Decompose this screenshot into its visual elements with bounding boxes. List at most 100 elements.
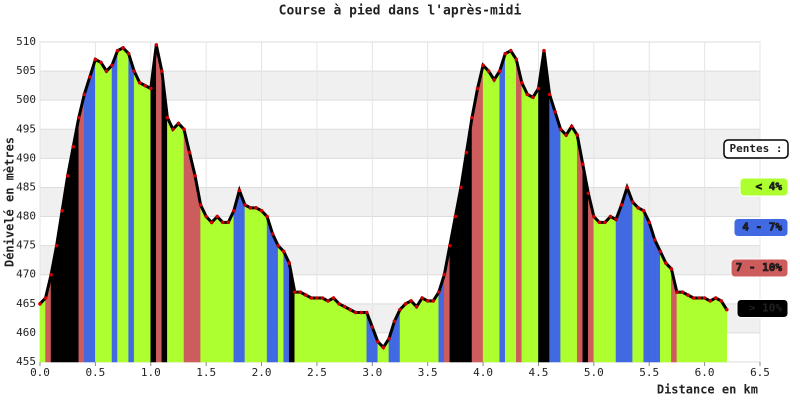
slope-segment	[183, 129, 190, 363]
profile-point	[719, 299, 724, 303]
slope-segment	[39, 297, 46, 363]
slope-segment	[621, 187, 628, 363]
slope-segment	[311, 297, 318, 363]
slope-segment	[222, 222, 229, 363]
slope-segment	[482, 64, 489, 363]
profile-point	[182, 127, 186, 132]
profile-point	[160, 69, 164, 73]
profile-point	[82, 92, 87, 97]
slope-segment	[200, 204, 207, 363]
profile-point	[226, 220, 231, 225]
profile-point	[586, 191, 591, 196]
x-tick-label: 6.0	[695, 366, 715, 379]
profile-point	[486, 69, 491, 73]
slope-segment	[571, 125, 578, 363]
x-tick-label: 1.0	[141, 366, 161, 379]
slope-segment	[427, 300, 434, 363]
profile-point	[381, 345, 386, 350]
slope-segment	[128, 53, 135, 363]
x-tick-label: 5.0	[584, 366, 604, 379]
profile-point	[603, 220, 607, 225]
profile-point	[431, 299, 436, 303]
slope-segment	[516, 59, 523, 363]
profile-point	[647, 220, 652, 225]
legend-label: < 4%	[756, 180, 783, 193]
profile-point	[331, 296, 336, 300]
y-tick-label: 480	[16, 210, 36, 223]
slope-segment	[327, 297, 334, 363]
legend-label: 7 - 10%	[736, 261, 783, 274]
x-tick-label: 0.0	[30, 366, 50, 379]
profile-point	[137, 80, 142, 85]
profile-point	[497, 69, 502, 73]
profile-point	[49, 272, 53, 277]
profile-point	[353, 310, 358, 315]
slope-segment	[205, 215, 212, 363]
slope-segment	[615, 204, 622, 363]
profile-point	[209, 220, 214, 225]
profile-point	[564, 133, 568, 137]
profile-point	[220, 220, 225, 225]
profile-point	[569, 124, 574, 129]
profile-point	[93, 57, 98, 62]
slope-segment	[250, 207, 257, 363]
profile-point	[337, 302, 341, 306]
profile-point	[680, 290, 685, 294]
y-tick-label: 510	[16, 35, 36, 48]
profile-point	[625, 185, 629, 190]
slope-segment	[189, 152, 196, 363]
profile-point	[326, 299, 330, 303]
profile-point	[243, 203, 247, 207]
profile-point	[304, 293, 308, 297]
slope-segment	[266, 216, 273, 363]
slope-segment	[471, 88, 478, 363]
slope-segment	[488, 70, 495, 363]
slope-segment	[665, 262, 672, 363]
profile-point	[475, 86, 480, 91]
slope-segment	[272, 233, 279, 363]
slope-segment	[399, 303, 406, 363]
y-tick-label: 485	[16, 180, 36, 193]
y-tick-label: 505	[16, 64, 36, 77]
profile-point	[547, 92, 552, 97]
x-tick-label: 4.5	[529, 366, 549, 379]
slope-segment	[111, 50, 118, 363]
y-axis-title: Dénivelé en mètres	[3, 137, 17, 267]
slope-segment	[338, 303, 345, 363]
profile-point	[65, 174, 70, 178]
profile-point	[619, 203, 624, 207]
x-tick-label: 6.5	[750, 366, 770, 379]
profile-point	[171, 127, 175, 132]
profile-point	[436, 290, 441, 294]
profile-point	[580, 162, 585, 166]
profile-point	[614, 217, 618, 222]
slope-segment	[355, 312, 362, 363]
slope-segment	[504, 50, 512, 363]
profile-point	[370, 325, 375, 329]
profile-point	[553, 110, 557, 114]
slope-segment	[72, 117, 80, 363]
slope-segment	[687, 294, 694, 363]
profile-point	[558, 127, 563, 132]
profile-point	[492, 78, 496, 82]
profile-point	[675, 290, 679, 294]
profile-point	[309, 296, 314, 300]
profile-point	[536, 86, 541, 91]
profile-point	[110, 63, 114, 68]
profile-point	[425, 299, 430, 303]
profile-point	[99, 60, 103, 65]
profile-point	[320, 296, 325, 300]
profile-point	[54, 243, 59, 248]
profile-point	[392, 319, 397, 324]
slope-segment	[349, 309, 356, 363]
x-axis-title: Distance en km	[657, 383, 758, 397]
slope-segment	[565, 125, 572, 363]
x-tick-label: 2.5	[307, 366, 327, 379]
profile-point	[459, 185, 463, 190]
slope-segment	[543, 50, 550, 363]
profile-point	[298, 290, 303, 294]
x-tick-label: 0.5	[85, 366, 105, 379]
y-tick-label: 475	[16, 239, 36, 252]
profile-point	[43, 296, 48, 300]
slope-segment	[554, 111, 561, 363]
